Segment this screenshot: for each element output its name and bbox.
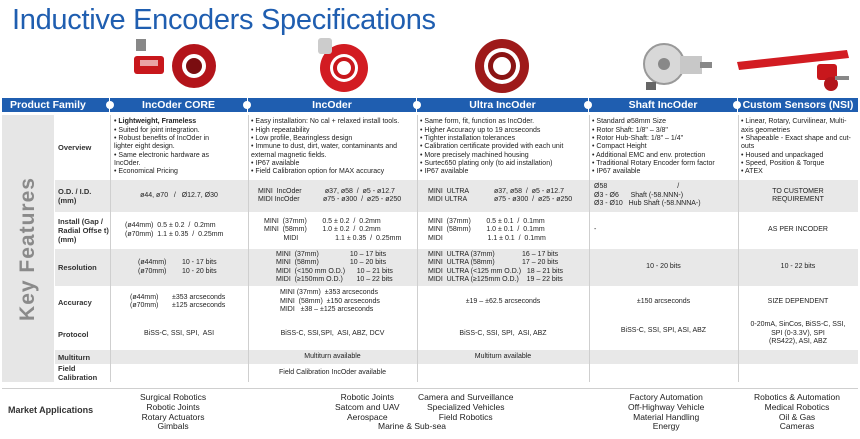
header-divider-dot [243,101,251,109]
header-incoder: IncOder [248,98,416,112]
column-divider [417,115,418,382]
header-divider-dot [733,101,741,109]
resolution-shaft: 10 - 20 bits [646,263,681,271]
shaft-incoder-product-image [643,43,712,90]
row-band [55,249,858,286]
key-features-label: Key Features [2,115,54,382]
overview-ultra: Same form, fit, function as IncOder. Hig… [420,115,588,180]
install-nsi: AS PER INCODER [768,226,828,234]
market-col-incoder: Robotic Joints Satcom and UAV Aerospace [335,392,400,422]
install-shaft: - [594,226,597,234]
accuracy-shaft: ±150 arcseconds [636,297,691,305]
header-incoder-core: IncOder CORE [110,98,247,112]
market-applications-label: Market Applications [8,405,94,415]
accuracy-nsi: SIZE DEPENDENT [767,297,829,305]
od-shaft: Ø58 / Ø3 - Ø6 Shaft (-58.NNN-) Ø3 - Ø10 … [594,183,701,208]
od-core: ø44, ø70 / Ø12.7, Ø30 [140,191,218,199]
column-divider [738,115,739,382]
install-core: (ø44mm) 0.5 ± 0.2 / 0.2mm (ø70mm) 1.1 ± … [125,222,224,238]
install-ultra: MINI (37mm) 0.5 ± 0.1 / 0.1mm MINI (58mm… [428,217,546,242]
overview-nsi: Linear, Rotary, Curvilinear, Multi-axis … [741,115,858,180]
od-incoder: MINI IncOder ø37, ø58 / ø5 - ø12.7 MIDI … [258,187,402,203]
od-nsi: TO CUSTOMER REQUIREMENT [772,187,824,203]
market-divider [2,388,858,389]
row-label-multiturn: Multiturn [58,352,91,362]
row-band [55,350,858,364]
market-col-ultra: Camera and Surveillance Specialized Vehi… [418,392,514,422]
overview-shaft: Standard ø58mm Size Rotor Shaft: 1/8" – … [592,115,737,180]
market-col-shaft: Factory Automation Off-Highway Vehicle M… [628,392,705,432]
header-divider-dot [106,101,114,109]
row-label-overview: Overview [58,143,92,152]
row-label-install: Install (Gap / Radial Offse t) (mm) [58,217,109,244]
accuracy-ultra: ±19 – ±62.5 arcseconds [465,297,541,305]
field-calibration-incoder: Field Calibration IncOder available [279,368,386,376]
header-custom-sensors: Custom Sensors (NSI) [738,98,858,112]
protocol-nsi: 0-20mA, SinCos, BiSS-C, SSI, SPI (0-3.3V… [750,321,846,346]
protocol-incoder: BiSS-C, SSI,SPI, ASI, ABZ, DCV [280,329,385,337]
multiturn-incoder: Multiturn available [304,352,361,360]
market-col-core: Surgical Robotics Robotic Joints Rotary … [140,392,207,432]
ultra-incoder-product-image [475,39,529,93]
resolution-nsi: 10 - 22 bits [780,263,816,271]
row-band [55,180,858,212]
row-label-accuracy: Accuracy [58,297,92,307]
row-label-protocol: Protocol [58,329,89,339]
protocol-ultra: BiSS-C, SSI, SPI, ASI, ABZ [459,329,547,337]
row-label-field-calibration: Field Calibration [58,364,98,382]
overview-core: Lightweight, Frameless Suited for joint … [114,115,246,180]
header-shaft-incoder: Shaft IncOder [589,98,737,112]
column-divider [589,115,590,382]
row-label-resolution: Resolution [58,263,97,272]
incoder-core-product-image [134,39,216,88]
multiturn-ultra: Multiturn available [474,352,532,360]
column-divider [110,115,111,382]
market-col-marine: Marine & Sub-sea [378,421,447,431]
header-product-family: Product Family [2,98,109,112]
market-col-nsi: Robotics & Automation Medical Robotics O… [754,392,840,432]
header-ultra-incoder: Ultra IncOder [417,98,588,112]
protocol-shaft: BiSS-C, SSI, SPI, ASI, ABZ [620,326,707,334]
od-ultra: MINI ULTRA ø37, ø58 / ø5 - ø12.7 MIDI UL… [428,187,573,203]
header-divider-dot [413,101,421,109]
accuracy-core: (ø44mm) ±353 arcseconds (ø70mm) ±125 arc… [130,293,226,309]
column-divider [248,115,249,382]
page-title: Inductive Encoders Specifications [12,4,436,36]
resolution-ultra: MINI ULTRA (37mm) 16 – 17 bits MINI ULTR… [428,250,564,283]
resolution-incoder: MINI (37mm) 10 – 17 bits MINI (58mm) 10 … [276,250,393,283]
install-incoder: MINI (37mm) 0.5 ± 0.2 / 0.2mm MINI (58mm… [264,217,402,242]
incoder-product-image [318,38,368,92]
row-label-od-id: O.D. / I.D. (mm) [58,187,92,205]
protocol-core: BiSS-C, SSI, SPI, ASI [143,329,215,337]
resolution-core: (ø44mm) 10 - 17 bits (ø70mm) 10 - 20 bit… [138,259,217,275]
header-divider-dot [584,101,592,109]
overview-incoder: Easy installation: No cal + relaxed inst… [251,115,416,180]
accuracy-incoder: MINI (37mm) ±353 arcseconds MINI (58mm) … [280,289,380,314]
custom-sensors-product-image [737,50,849,91]
